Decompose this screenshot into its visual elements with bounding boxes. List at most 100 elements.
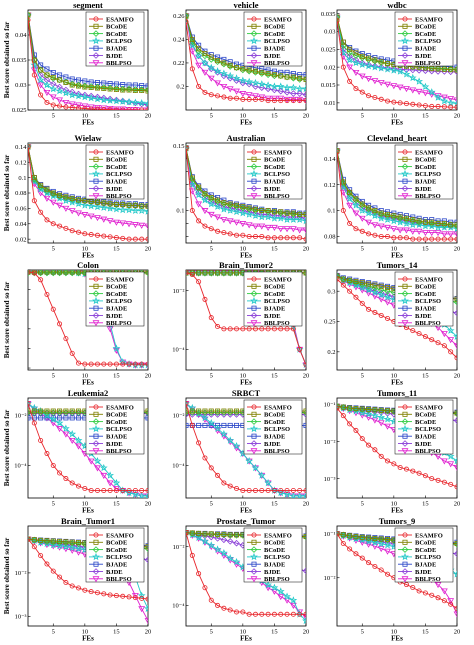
legend-marker: [92, 424, 100, 433]
x-tick-label: 5: [52, 113, 55, 120]
legend-entry-bcode-1: BCoDE: [89, 157, 127, 164]
series-line: [28, 271, 148, 365]
legend-entry-bjde-5: BJDE: [89, 568, 123, 576]
y-axis-label: Best score obtained so far: [3, 282, 11, 358]
y-tick-label: 0.25: [324, 319, 335, 326]
data-point: [337, 18, 340, 24]
legend-label: BBLPSO: [415, 320, 441, 327]
data-point: [383, 215, 392, 223]
legend-entry-esamfo-0: ESAMFO: [398, 16, 443, 23]
legend-marker: [92, 30, 100, 37]
data-point: [378, 536, 384, 542]
legend-entry-bjde-5: BJDE: [247, 568, 281, 576]
data-point: [347, 533, 353, 539]
legend-label: BCLPSO: [264, 38, 290, 45]
data-point: [302, 614, 306, 621]
data-point: [397, 235, 403, 241]
data-point: [101, 86, 107, 92]
legend-entry-bclpso-3: BCLPSO: [398, 296, 441, 305]
data-point: [137, 206, 146, 214]
data-point: [454, 104, 457, 110]
data-point: [410, 585, 416, 591]
data-point: [189, 530, 195, 536]
data-point: [132, 88, 138, 94]
legend-marker: [401, 52, 409, 59]
data-point: [36, 75, 45, 84]
data-point: [415, 220, 423, 229]
legend-entry-bcode-2: BCoDE: [398, 290, 436, 298]
data-point: [377, 64, 386, 72]
data-point: [57, 77, 63, 83]
data-point: [435, 221, 441, 227]
data-point: [372, 447, 378, 453]
data-point: [302, 84, 306, 93]
data-point: [196, 270, 202, 276]
legend-label: ESAMFO: [415, 532, 443, 539]
y-tick-label: 0.14: [15, 144, 27, 151]
legend-entry-bcode-2: BCoDE: [247, 546, 285, 554]
data-point: [28, 17, 31, 23]
data-point: [441, 221, 447, 227]
data-point: [283, 215, 291, 223]
data-point: [194, 51, 203, 60]
data-point: [252, 223, 259, 230]
data-point: [226, 86, 234, 93]
data-point: [265, 208, 271, 214]
data-point: [232, 207, 241, 216]
data-point: [56, 97, 63, 104]
legend-label: BJDE: [415, 569, 432, 576]
legend-marker: [251, 404, 257, 410]
data-point: [366, 205, 372, 211]
data-point: [220, 536, 228, 544]
data-point: [435, 218, 441, 224]
y-axis-label: Best score obtained so far: [3, 538, 11, 614]
data-point: [189, 175, 195, 181]
legend-label: BCLPSO: [415, 298, 441, 305]
data-point: [371, 211, 379, 220]
data-point: [264, 224, 272, 231]
legend-entry-bclpso-3: BCLPSO: [247, 296, 290, 305]
data-point: [126, 87, 132, 93]
data-point: [38, 270, 44, 275]
legend-marker: [92, 52, 100, 59]
data-point: [189, 36, 195, 42]
data-point: [454, 541, 457, 547]
data-point: [372, 309, 378, 315]
data-point: [125, 97, 133, 106]
subplot-title: Tumors_14: [377, 260, 419, 270]
data-point: [403, 582, 409, 588]
data-point: [415, 77, 423, 85]
legend-entry-bjde-5: BJDE: [89, 440, 123, 448]
data-point: [76, 360, 82, 366]
data-point: [408, 220, 417, 229]
data-point: [31, 72, 37, 78]
data-point: [283, 96, 291, 103]
data-point: [113, 106, 120, 110]
data-point: [208, 597, 214, 603]
legend-label: BCoDE: [264, 284, 285, 291]
x-axis-label: FEs: [82, 635, 94, 643]
data-point: [422, 90, 429, 97]
legend-label: BCLPSO: [264, 426, 290, 433]
legend-entry-bjade-4: BJADE: [247, 179, 285, 186]
data-point: [440, 223, 449, 231]
series-esamfo-0: [28, 270, 148, 367]
data-point: [435, 340, 441, 346]
data-point: [277, 226, 285, 233]
data-point: [378, 96, 384, 102]
data-point: [221, 94, 227, 100]
series-esamfo-0: [28, 536, 148, 602]
data-point: [453, 231, 457, 238]
series-line: [186, 148, 306, 240]
data-point: [366, 281, 372, 287]
data-point: [221, 605, 227, 611]
data-point: [201, 537, 209, 545]
data-point: [440, 458, 448, 465]
data-point: [215, 324, 221, 330]
x-tick-label: 20: [145, 501, 152, 508]
data-point: [278, 209, 284, 215]
data-point: [131, 98, 140, 106]
data-point: [31, 198, 37, 204]
